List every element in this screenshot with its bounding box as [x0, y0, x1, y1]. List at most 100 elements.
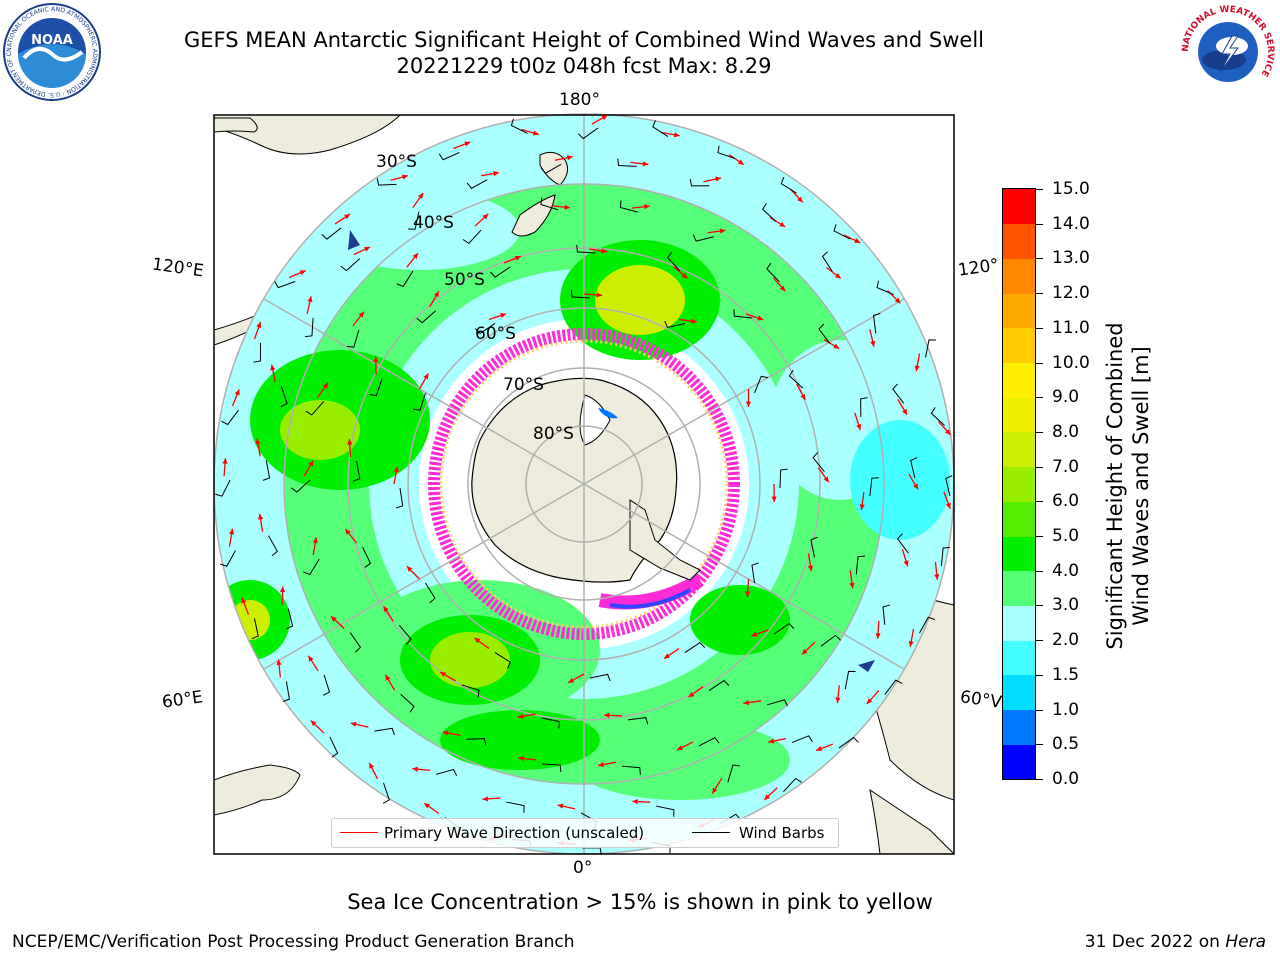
- wave-direction-arrowhead: [800, 393, 806, 400]
- colorbar-tick-mark: [1035, 779, 1043, 780]
- wave-direction-arrowhead: [835, 697, 841, 704]
- wave-direction-arrowhead: [312, 537, 318, 544]
- wave-direction-arrowhead: [568, 677, 575, 683]
- wind-barb: [262, 460, 271, 481]
- wind-barb: [762, 203, 777, 222]
- wind-barb: [540, 197, 559, 211]
- wind-barb: [340, 258, 361, 272]
- footer-date-text: 31 Dec 2022 on: [1084, 932, 1226, 952]
- wave-direction-arrowhead: [664, 653, 671, 659]
- colorbar-segment: [1003, 536, 1035, 572]
- wind-barb: [876, 280, 894, 296]
- wave-direction-arrowhead: [870, 340, 876, 347]
- wind-barb: [436, 768, 458, 776]
- lat-label-30s: 30°S: [376, 152, 417, 172]
- wind-barb: [329, 736, 339, 758]
- wave-direction-arrowhead: [603, 712, 610, 718]
- antarctica: [471, 377, 678, 583]
- wind-barb: [541, 717, 560, 729]
- lon-label-180: 180°: [559, 90, 600, 110]
- colorbar-segment: [1003, 431, 1035, 468]
- wind-barb: [810, 536, 818, 558]
- footer-branch: NCEP/EMC/Verification Post Processing Pr…: [12, 932, 575, 952]
- wave-direction-arrowhead: [418, 192, 424, 199]
- wave-direction-arrowhead: [914, 365, 920, 372]
- wind-barb: [408, 211, 420, 230]
- colorbar-segment: [1003, 605, 1035, 641]
- wind-barb: [461, 684, 480, 698]
- wave-direction-arrowhead: [644, 204, 650, 210]
- wind-barb: [462, 229, 482, 244]
- wind-barb: [305, 401, 325, 416]
- colorbar-tick-label: 6.0: [1052, 491, 1080, 512]
- wind-barb: [274, 281, 296, 289]
- wave-direction-arrowhead: [482, 213, 489, 220]
- wind-barb: [860, 397, 868, 417]
- wind-barb: [494, 652, 511, 669]
- colorbar-segment: [1003, 466, 1035, 502]
- wave-direction-arrowhead: [719, 228, 726, 234]
- wind-barb: [940, 546, 951, 566]
- chart-title: GEFS MEAN Antarctic Significant Height o…: [183, 28, 985, 52]
- wave-direction-arrowhead: [834, 273, 841, 279]
- colorbar-tick-label: 3.0: [1052, 595, 1080, 616]
- wave-direction-arrowhead: [807, 565, 814, 572]
- colorbar-tick-label: 0.0: [1052, 769, 1080, 789]
- colorbar-label-line2: Wind Waves and Swell [m]: [1129, 346, 1153, 626]
- wind-barb: [780, 176, 797, 194]
- wind-barb: [416, 310, 437, 324]
- colorbar-segment: [1003, 570, 1035, 606]
- wave-direction-arrowhead: [385, 674, 391, 681]
- wind-barb: [773, 622, 795, 635]
- wave-direction-arrowhead: [307, 296, 313, 303]
- colorbar-tick-mark: [1035, 223, 1043, 225]
- legend-wind-barbs: Wind Barbs: [739, 824, 825, 842]
- wave-direction-arrowhead: [369, 762, 375, 769]
- colorbar-segment: [1003, 709, 1035, 745]
- wind-barb: [398, 624, 412, 645]
- nws-logo: NATIONAL WEATHER SERVICE: [1180, 4, 1276, 100]
- wave-direction-arrowhead: [344, 214, 351, 220]
- wind-barb: [821, 251, 833, 272]
- wave-direction-arrowhead: [691, 318, 697, 324]
- wind-barb: [376, 178, 397, 186]
- wind-barb: [395, 487, 404, 509]
- wind-barb: [896, 533, 909, 554]
- colorbar-tick-mark: [1035, 640, 1043, 642]
- wave-direction-arrowhead: [557, 803, 564, 809]
- wave-direction-arrowhead: [383, 606, 389, 613]
- wave-direction-arrowhead: [493, 170, 499, 177]
- wave-direction-arrowhead: [308, 460, 314, 467]
- wind-barb: [945, 475, 953, 496]
- wave-direction-arrowhead: [518, 755, 524, 762]
- wind-barb: [619, 200, 638, 213]
- wind-barb: [489, 266, 511, 278]
- wave-direction-arrowhead: [276, 659, 282, 666]
- wind-barb: [617, 158, 637, 167]
- wave-direction-arrowhead: [564, 204, 571, 210]
- wave-direction-arrowhead: [816, 746, 823, 752]
- wave-direction-arrowhead: [745, 591, 751, 597]
- wind-barb: [692, 234, 714, 242]
- wind-barb: [282, 681, 290, 702]
- colorbar: [1002, 188, 1036, 780]
- wave-direction-arrowhead: [903, 560, 909, 567]
- wave-direction-arrowhead: [412, 253, 419, 259]
- wind-barb: [438, 152, 460, 161]
- wind-barb: [290, 479, 311, 493]
- footer-date: 31 Dec 2022 on Hera: [1085, 932, 1266, 952]
- wave-direction-arrowhead: [255, 438, 261, 445]
- wind-barb: [369, 378, 383, 397]
- colorbar-tick-label: 1.0: [1052, 699, 1080, 720]
- wind-barb: [576, 244, 596, 254]
- wave-direction-arrowhead: [424, 803, 431, 809]
- wind-barb: [930, 407, 945, 426]
- wave-direction-arrowhead: [234, 389, 240, 396]
- wind-barb: [656, 805, 675, 817]
- wave-arrows-and-wind-barbs: [215, 114, 953, 855]
- colorbar-segment: [1003, 397, 1035, 433]
- wave-direction-arrowhead: [771, 496, 777, 502]
- wind-barb: [280, 386, 288, 408]
- colorbar-tick-mark: [1035, 674, 1043, 676]
